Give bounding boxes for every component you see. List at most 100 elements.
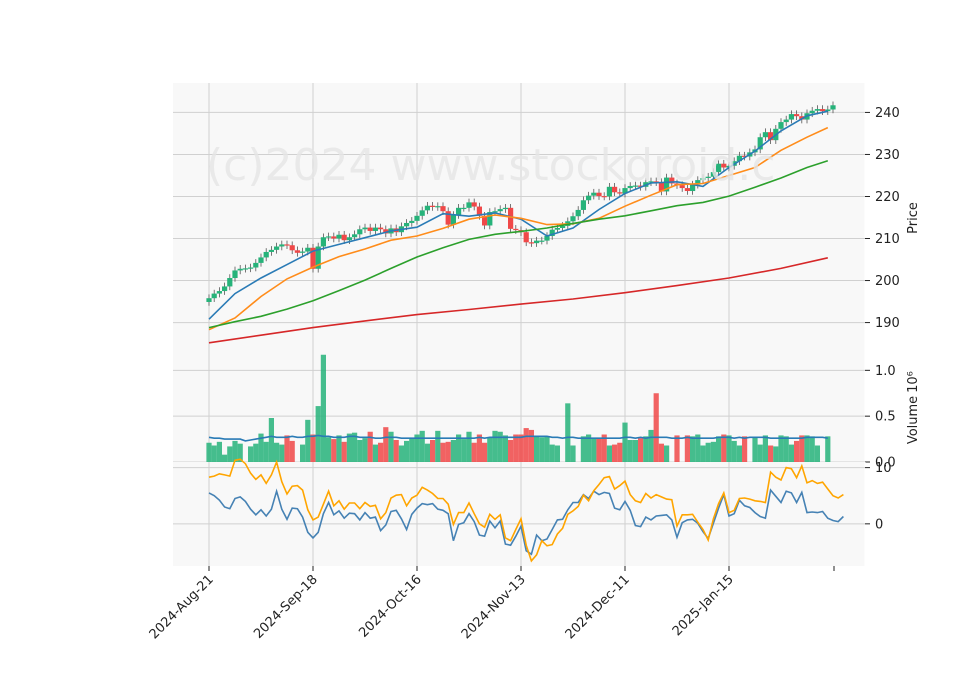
oscillator-panel-background — [173, 462, 865, 566]
volume-bars — [206, 354, 831, 462]
volume-bar — [658, 443, 664, 462]
candle-down — [294, 250, 300, 253]
volume-bar — [461, 439, 467, 462]
volume-bar — [404, 440, 410, 462]
candle-up — [227, 278, 233, 287]
volume-bar — [534, 436, 540, 462]
volume-bar — [513, 434, 519, 462]
candle-up — [409, 220, 415, 223]
candle-down — [658, 182, 664, 192]
volume-bar — [565, 403, 571, 462]
candle-down — [596, 192, 602, 197]
volume-bar — [591, 438, 597, 462]
volume-bar — [487, 437, 493, 462]
volume-bar — [378, 442, 384, 462]
candle-up — [404, 222, 410, 227]
candle-up — [560, 225, 566, 229]
volume-bar — [539, 437, 545, 462]
volume-bar — [632, 440, 638, 462]
candle-up — [534, 240, 540, 244]
candle-up — [242, 268, 248, 270]
candle-up — [586, 195, 592, 201]
candle-up — [778, 122, 784, 129]
volume-bar — [544, 436, 550, 462]
candle-up — [580, 200, 586, 210]
volume-bar — [326, 437, 332, 462]
candle-up — [336, 234, 342, 239]
candle-down — [601, 196, 607, 198]
price-tick-label: 200 — [875, 274, 900, 289]
volume-bar — [409, 438, 415, 462]
oscillator-line — [208, 488, 844, 556]
candle-down — [799, 116, 805, 120]
candle-down — [653, 181, 659, 183]
volume-bar — [768, 445, 774, 462]
volume-bar — [341, 441, 347, 462]
volume-bar — [476, 434, 482, 462]
candle-up — [258, 257, 264, 263]
volume-bar — [367, 431, 373, 462]
candle-up — [300, 251, 306, 253]
volume-tick-label: 0.0 — [875, 456, 896, 471]
candle-down — [341, 234, 347, 241]
candle-up — [253, 262, 259, 268]
price-panel: 190 200 210 220 230 240 — [173, 83, 900, 352]
candle-down — [331, 236, 337, 239]
volume-bar — [450, 440, 456, 462]
volume-bar — [705, 442, 711, 462]
candle-up — [622, 188, 628, 194]
volume-bar — [232, 440, 238, 462]
candle-up — [315, 246, 321, 269]
volume-bar — [253, 443, 259, 462]
volume-bar — [773, 446, 779, 462]
volume-bar — [352, 432, 358, 462]
volume-tick-label: 1.0 — [875, 364, 896, 379]
candle-up — [539, 240, 545, 242]
candle-up — [544, 235, 550, 241]
volume-bar — [471, 442, 477, 462]
candle-up — [497, 209, 503, 212]
volume-bar — [809, 436, 815, 462]
volume-bar — [320, 354, 326, 462]
volume-bar — [279, 444, 285, 462]
oscillator-tick-label: 10 — [875, 461, 892, 476]
volume-bar — [794, 440, 800, 462]
volume-bar — [315, 406, 321, 462]
volume-bar — [362, 438, 368, 462]
candle-down — [768, 132, 774, 141]
candle-up — [211, 293, 217, 299]
x-axis: 2024-Aug-21 2024-Sep-18 2024-Oct-16 2024-No… — [147, 566, 835, 642]
volume-bar — [653, 393, 659, 462]
candle-up — [762, 132, 768, 138]
volume-bar — [414, 434, 420, 462]
volume-bar — [222, 454, 228, 462]
volume-bar — [799, 435, 805, 462]
candle-down — [508, 207, 514, 229]
volume-bar — [596, 438, 602, 462]
candle-up — [466, 202, 472, 208]
volume-bar — [783, 436, 789, 462]
candle-up — [705, 176, 711, 178]
price-tick-label: 190 — [875, 316, 900, 331]
volume-bar — [305, 419, 311, 462]
candle-up — [414, 215, 420, 221]
volume-bar — [695, 434, 701, 462]
volume-bar — [372, 444, 378, 462]
volume-bar — [814, 445, 820, 462]
volume-bar — [211, 445, 217, 462]
volume-bar — [528, 429, 534, 462]
volume-bar — [508, 440, 514, 462]
candle-up — [206, 298, 212, 302]
volume-bar — [502, 435, 508, 462]
oscillator-panel: 0 10 — [173, 458, 892, 566]
candle-up — [627, 185, 633, 189]
candle-down — [820, 109, 826, 112]
candle-down — [794, 114, 800, 117]
price-tick-label: 240 — [875, 106, 900, 121]
price-tick-label: 220 — [875, 190, 900, 205]
candle-up — [326, 236, 332, 238]
volume-axis-multiplier: 10⁶ — [906, 371, 921, 393]
volume-bar — [300, 444, 306, 462]
volume-bar — [310, 434, 316, 462]
